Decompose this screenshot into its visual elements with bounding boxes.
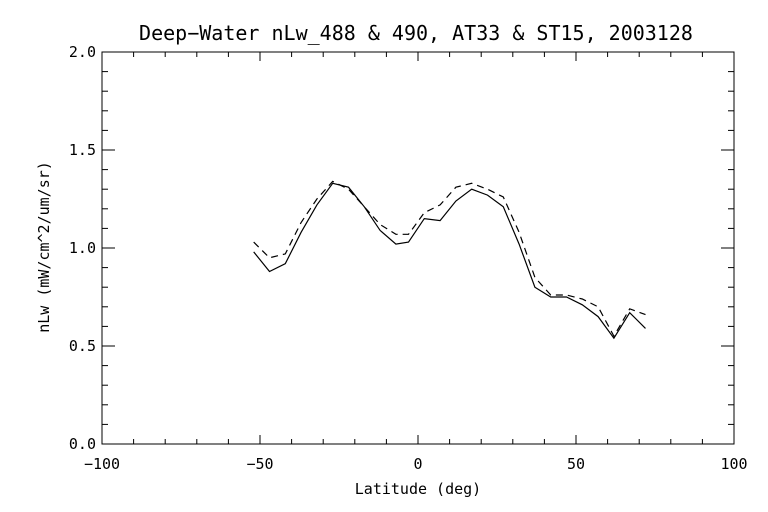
x-axis-label: Latitude (deg) — [355, 480, 481, 498]
x-tick-label: −100 — [84, 455, 120, 473]
plot-frame — [101, 51, 735, 445]
x-tick-label: −50 — [246, 455, 273, 473]
series-solid-line — [253, 182, 646, 340]
plot-border — [101, 51, 735, 445]
y-axis-label: nLw (mW/cm^2/um/sr) — [35, 161, 53, 333]
x-tick-label: 100 — [720, 455, 747, 473]
y-tick-label: 1.5 — [69, 141, 96, 159]
chart-title: Deep−Water nLw_488 & 490, AT33 & ST15, 2… — [139, 21, 693, 45]
y-tick-label: 0.0 — [69, 435, 96, 453]
x-tick-label: 50 — [567, 455, 585, 473]
y-tick-label: 2.0 — [69, 43, 96, 61]
y-axis-ticks: 0.0 0.5 1.0 1.5 2.0 — [69, 43, 734, 453]
x-tick-label: 0 — [413, 455, 422, 473]
series-layer — [253, 180, 646, 340]
series-dashed-line — [253, 180, 646, 338]
y-tick-label: 1.0 — [69, 239, 96, 257]
y-tick-label: 0.5 — [69, 337, 96, 355]
x-axis-ticks: −100 −50 0 50 100 — [84, 52, 748, 473]
